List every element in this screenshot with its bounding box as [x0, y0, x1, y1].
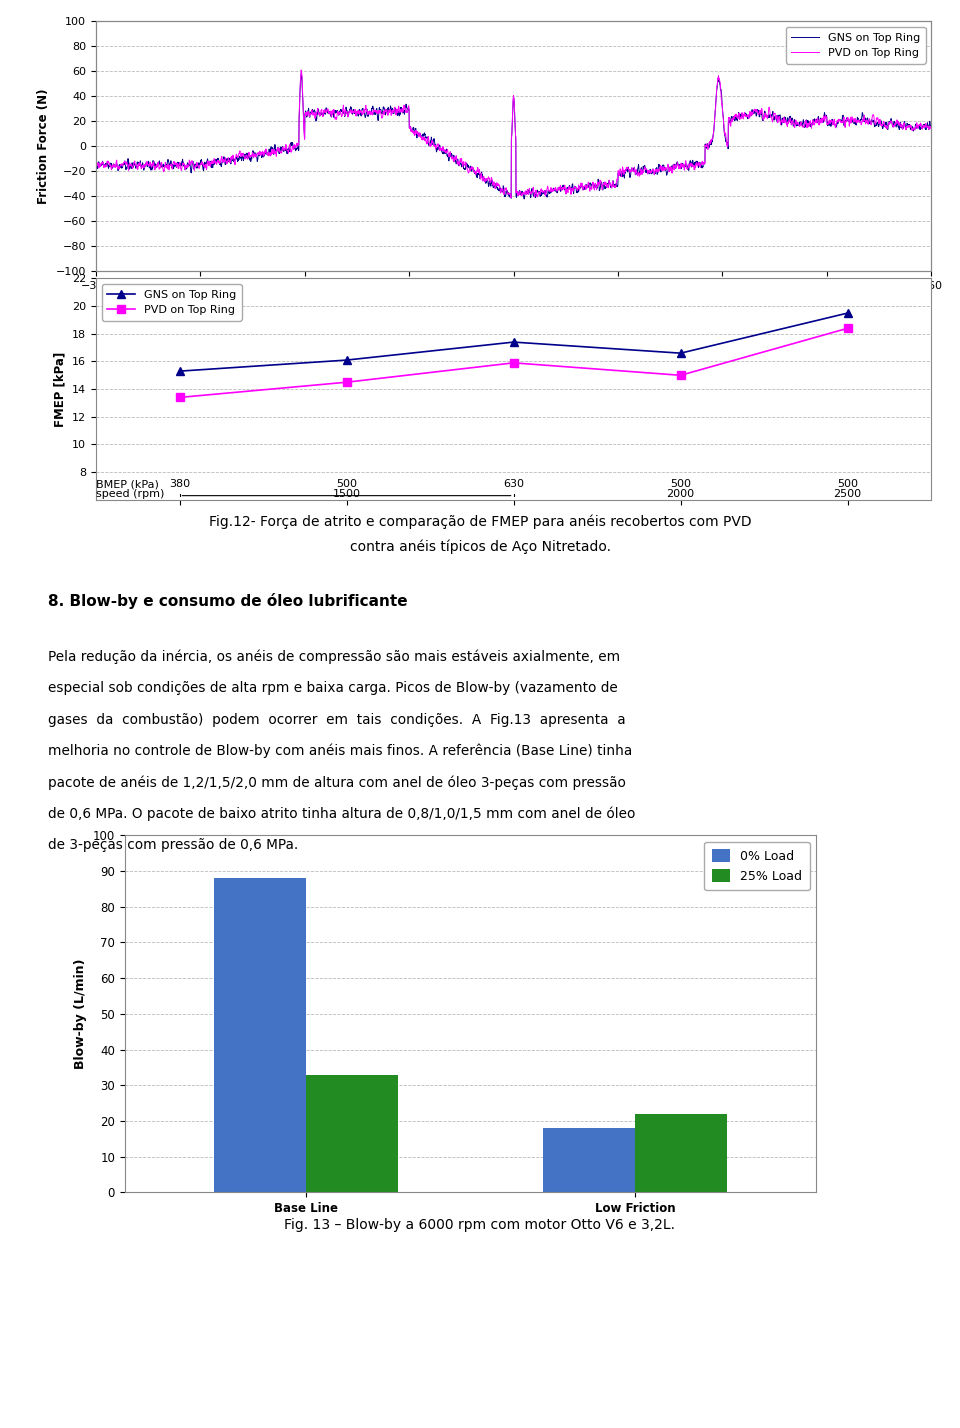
PVD on Top Ring — [90, 154, 102, 171]
Line: PVD on Top Ring: PVD on Top Ring — [176, 324, 852, 401]
Y-axis label: FMEP [kPa]: FMEP [kPa] — [54, 351, 66, 427]
Text: 2500: 2500 — [833, 488, 862, 498]
GNS on Top Ring — [842, 304, 853, 321]
PVD on Top Ring — [675, 367, 686, 384]
Y-axis label: Friction Force (N): Friction Force (N) — [37, 89, 50, 204]
PVD on Top Ring — [595, 176, 607, 193]
Text: Fig. 13 – Blow-by a 6000 rpm com motor Otto V6 e 3,2L.: Fig. 13 – Blow-by a 6000 rpm com motor O… — [284, 1218, 676, 1232]
PVD on Top Ring — [842, 320, 853, 337]
Text: especial sob condições de alta rpm e baixa carga. Picos de Blow-by (vazamento de: especial sob condições de alta rpm e bai… — [48, 681, 617, 695]
Line: GNS on Top Ring: GNS on Top Ring — [176, 308, 852, 376]
Bar — [635, 1114, 727, 1192]
Bar — [214, 878, 306, 1192]
Line: PVD on Top Ring: PVD on Top Ring — [96, 70, 931, 197]
GNS on Top Ring — [611, 176, 622, 193]
PVD on Top Ring — [505, 188, 516, 206]
Text: 500: 500 — [837, 478, 858, 488]
Legend: 0% Load, 25% Load: 0% Load, 25% Load — [704, 841, 809, 890]
Text: de 0,6 MPa. O pacote de baixo atrito tinha altura de 0,8/1,0/1,5 mm com anel de : de 0,6 MPa. O pacote de baixo atrito tin… — [48, 807, 636, 821]
Text: 380: 380 — [169, 478, 190, 488]
Text: 8. Blow-by e consumo de óleo lubrificante: 8. Blow-by e consumo de óleo lubrificant… — [48, 593, 408, 608]
Text: de 3-peças com pressão de 0,6 MPa.: de 3-peças com pressão de 0,6 MPa. — [48, 838, 299, 853]
GNS on Top Ring — [925, 120, 937, 137]
PVD on Top Ring — [174, 388, 185, 406]
Text: Fig.12- Força de atrito e comparação de FMEP para anéis recobertos com PVD: Fig.12- Força de atrito e comparação de … — [208, 514, 752, 528]
PVD on Top Ring — [925, 119, 937, 136]
GNS on Top Ring — [675, 344, 686, 361]
GNS on Top Ring — [508, 334, 519, 351]
Text: melhoria no controle de Blow-by com anéis mais finos. A referência (Base Line) t: melhoria no controle de Blow-by com anéi… — [48, 744, 633, 758]
GNS on Top Ring — [90, 157, 102, 174]
PVD on Top Ring — [269, 143, 280, 160]
PVD on Top Ring — [324, 106, 335, 123]
PVD on Top Ring — [296, 61, 307, 79]
Text: 2000: 2000 — [666, 488, 695, 498]
GNS on Top Ring — [847, 113, 858, 130]
PVD on Top Ring — [847, 109, 858, 126]
Bar — [306, 1074, 398, 1192]
Line: GNS on Top Ring: GNS on Top Ring — [96, 73, 931, 198]
Text: 1500: 1500 — [332, 488, 361, 498]
GNS on Top Ring — [925, 119, 937, 136]
Text: BMEP (kPa): BMEP (kPa) — [96, 478, 158, 488]
Text: gases  da  combustão)  podem  ocorrer  em  tais  condições.  A  Fig.13  apresent: gases da combustão) podem ocorrer em tai… — [48, 713, 626, 727]
PVD on Top Ring — [611, 177, 622, 194]
Text: speed (rpm): speed (rpm) — [96, 488, 164, 498]
Bar — [542, 1128, 635, 1192]
Legend: GNS on Top Ring, PVD on Top Ring: GNS on Top Ring, PVD on Top Ring — [102, 284, 242, 321]
Y-axis label: Blow-by (L/min): Blow-by (L/min) — [74, 958, 87, 1070]
X-axis label: Crank Angle (degrees): Crank Angle (degrees) — [439, 297, 588, 310]
Text: contra anéis típicos de Aço Nitretado.: contra anéis típicos de Aço Nitretado. — [349, 540, 611, 554]
PVD on Top Ring — [508, 354, 519, 371]
Text: Pela redução da inércia, os anéis de compressão são mais estáveis axialmente, em: Pela redução da inércia, os anéis de com… — [48, 650, 620, 664]
Text: 630: 630 — [503, 478, 524, 488]
Text: 500: 500 — [336, 478, 357, 488]
Legend: GNS on Top Ring, PVD on Top Ring: GNS on Top Ring, PVD on Top Ring — [785, 27, 925, 64]
GNS on Top Ring — [269, 136, 280, 153]
PVD on Top Ring — [925, 119, 937, 136]
GNS on Top Ring — [518, 190, 530, 207]
GNS on Top Ring — [296, 64, 307, 81]
Text: pacote de anéis de 1,2/1,5/2,0 mm de altura com anel de óleo 3-peças com pressão: pacote de anéis de 1,2/1,5/2,0 mm de alt… — [48, 775, 626, 790]
Text: 500: 500 — [670, 478, 691, 488]
GNS on Top Ring — [341, 351, 352, 368]
PVD on Top Ring — [341, 374, 352, 391]
GNS on Top Ring — [595, 174, 607, 191]
GNS on Top Ring — [324, 103, 335, 120]
GNS on Top Ring — [174, 363, 185, 380]
